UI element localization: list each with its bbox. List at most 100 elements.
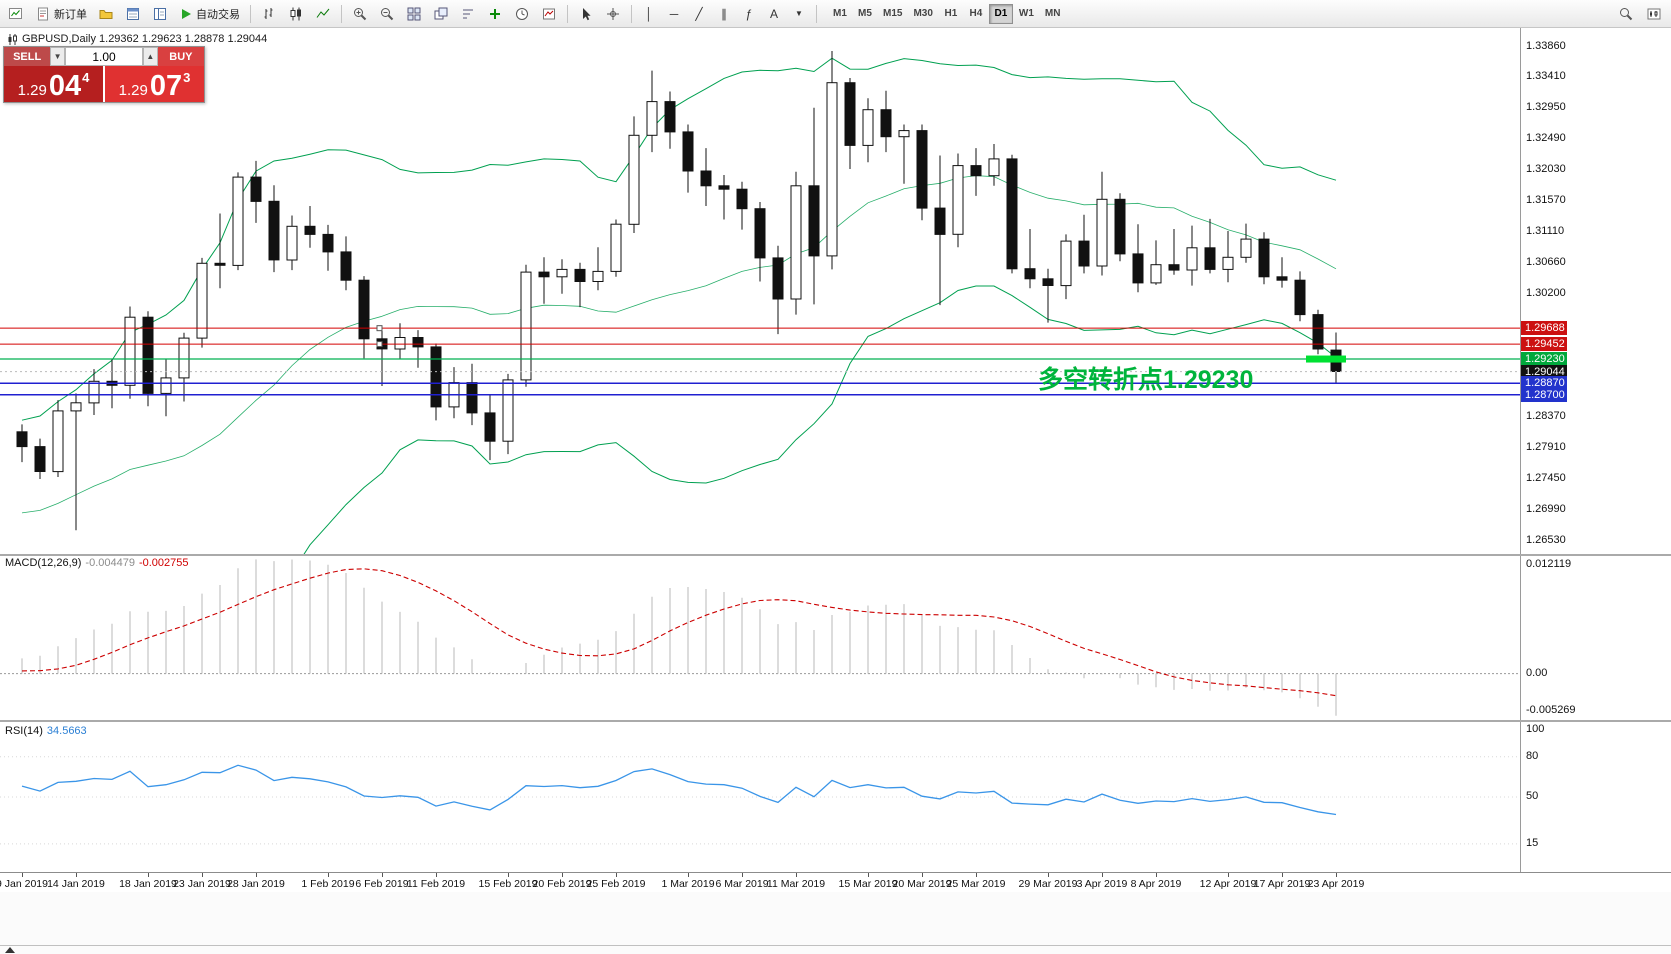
candle xyxy=(664,101,676,133)
date-tick xyxy=(76,873,77,877)
fibonacci-tool[interactable]: ƒ xyxy=(737,2,761,25)
autotrading-button[interactable]: 自动交易 xyxy=(174,2,245,25)
candle xyxy=(1060,240,1072,287)
search-button[interactable] xyxy=(1613,2,1639,25)
date-tick xyxy=(1048,873,1049,877)
timeframe-d1-button[interactable]: D1 xyxy=(988,3,1013,24)
candle xyxy=(574,268,586,282)
volume-input[interactable] xyxy=(65,47,143,66)
periods-button[interactable] xyxy=(509,2,535,25)
chart-annotation-text[interactable]: 多空转折点1.29230 xyxy=(1038,366,1254,394)
date-label: 20 Mar 2019 xyxy=(892,878,952,890)
candle xyxy=(898,130,910,138)
buy-price-button[interactable]: 1.29 07 3 xyxy=(105,66,204,102)
candle xyxy=(592,270,604,282)
new-chart-button[interactable] xyxy=(3,2,29,25)
new-order-button[interactable]: 新订单 xyxy=(30,2,92,25)
timeframe-mn-button[interactable]: MN xyxy=(1040,4,1066,24)
date-label: 12 Apr 2019 xyxy=(1199,878,1257,890)
new-order-label: 新订单 xyxy=(54,8,87,21)
arrange-windows-icon xyxy=(463,9,473,18)
level-highlight-marker[interactable] xyxy=(1306,355,1346,363)
autotrading-play-icon xyxy=(182,8,191,19)
timeframe-m30-button[interactable]: M30 xyxy=(908,4,937,24)
sell-price-point: 4 xyxy=(82,70,90,85)
buy-button[interactable]: BUY xyxy=(157,47,204,66)
new-chart-icon xyxy=(9,7,22,19)
candle xyxy=(916,130,928,209)
candlestick-mode-button[interactable] xyxy=(283,2,309,25)
zoom-in-button[interactable] xyxy=(347,2,373,25)
date-label: 1 Feb 2019 xyxy=(301,878,355,890)
timeframe-w1-button[interactable]: W1 xyxy=(1014,4,1039,24)
shapes-tool[interactable]: ▼ xyxy=(787,2,811,25)
rsi-panel-separator[interactable] xyxy=(0,720,1671,722)
profile-icon xyxy=(99,9,113,19)
buy-price-base: 1.29 xyxy=(118,81,148,99)
line-handle[interactable] xyxy=(376,325,383,332)
rsi-panel[interactable] xyxy=(0,722,1520,872)
crosshair-icon xyxy=(607,7,619,20)
date-tick xyxy=(796,873,797,877)
candle xyxy=(322,233,334,253)
vertical-line-tool[interactable]: │ xyxy=(637,2,661,25)
scroll-to-start-arrow[interactable] xyxy=(5,947,15,953)
clock-icon xyxy=(516,7,528,20)
text-tool[interactable]: A xyxy=(762,2,786,25)
sell-price-button[interactable]: 1.29 04 4 xyxy=(4,66,103,102)
timeframe-h4-button[interactable]: H4 xyxy=(964,4,988,24)
candle xyxy=(1258,238,1270,278)
rsi-label: RSI(14) 34.5663 xyxy=(5,725,87,737)
date-label: 11 Mar 2019 xyxy=(766,878,826,890)
date-axis[interactable]: 9 Jan 2019 14 Jan 2019 18 Jan 2019 23 Jan 2… xyxy=(0,872,1671,892)
date-label: 20 Feb 2019 xyxy=(532,878,592,890)
volume-increase-button[interactable]: ▲ xyxy=(143,47,158,66)
price-axis-label: 1.26530 xyxy=(1526,534,1566,546)
candle xyxy=(178,337,190,379)
candle xyxy=(538,271,550,278)
bar-chart-mode-button[interactable] xyxy=(256,2,282,25)
timeframe-h1-button[interactable]: H1 xyxy=(939,4,963,24)
crosshair-tool-button[interactable] xyxy=(600,2,626,25)
price-axis-label: 1.32490 xyxy=(1526,132,1566,144)
profiles-button[interactable] xyxy=(93,2,119,25)
main-chart-panel[interactable] xyxy=(0,28,1520,554)
candle xyxy=(484,412,496,442)
zoom-out-button[interactable] xyxy=(374,2,400,25)
line-chart-mode-button[interactable] xyxy=(310,2,336,25)
rsi-value: 34.5663 xyxy=(46,725,87,737)
date-tick xyxy=(382,873,383,877)
tile-windows-icon xyxy=(407,7,421,20)
line-handle[interactable] xyxy=(376,341,383,348)
timeframe-m1-button[interactable]: M1 xyxy=(828,4,852,24)
data-window-button[interactable] xyxy=(147,2,173,25)
trendline-tool[interactable]: ╱ xyxy=(687,2,711,25)
indicators-button[interactable] xyxy=(482,2,508,25)
chart-shift-button[interactable] xyxy=(1641,2,1667,25)
date-tick xyxy=(436,873,437,877)
bar-chart-icon xyxy=(264,7,273,19)
macd-panel[interactable] xyxy=(0,556,1520,720)
date-label: 23 Jan 2019 xyxy=(173,878,231,890)
arrange-windows-button[interactable] xyxy=(455,2,481,25)
toolbar-right-group xyxy=(1613,2,1667,25)
macd-main-value: -0.004479 xyxy=(85,557,135,569)
horizontal-line-tool[interactable]: ─ xyxy=(662,2,686,25)
cursor-tool-button[interactable] xyxy=(573,2,599,25)
cascade-windows-icon xyxy=(434,7,448,19)
price-axis-label: 1.27910 xyxy=(1526,441,1566,453)
tile-windows-button[interactable] xyxy=(401,2,427,25)
cascade-windows-button[interactable] xyxy=(428,2,454,25)
timeframe-m5-button[interactable]: M5 xyxy=(853,4,877,24)
timeframe-m15-button[interactable]: M15 xyxy=(878,4,907,24)
channel-tool[interactable]: ∥ xyxy=(712,2,736,25)
date-tick xyxy=(616,873,617,877)
volume-decrease-button[interactable]: ▼ xyxy=(50,47,65,66)
macd-panel-separator[interactable] xyxy=(0,554,1671,556)
sell-button[interactable]: SELL xyxy=(4,47,51,66)
date-label: 18 Jan 2019 xyxy=(119,878,177,890)
templates-button[interactable] xyxy=(536,2,562,25)
date-tick xyxy=(328,873,329,877)
date-label: 8 Apr 2019 xyxy=(1130,878,1182,890)
market-watch-button[interactable] xyxy=(120,2,146,25)
